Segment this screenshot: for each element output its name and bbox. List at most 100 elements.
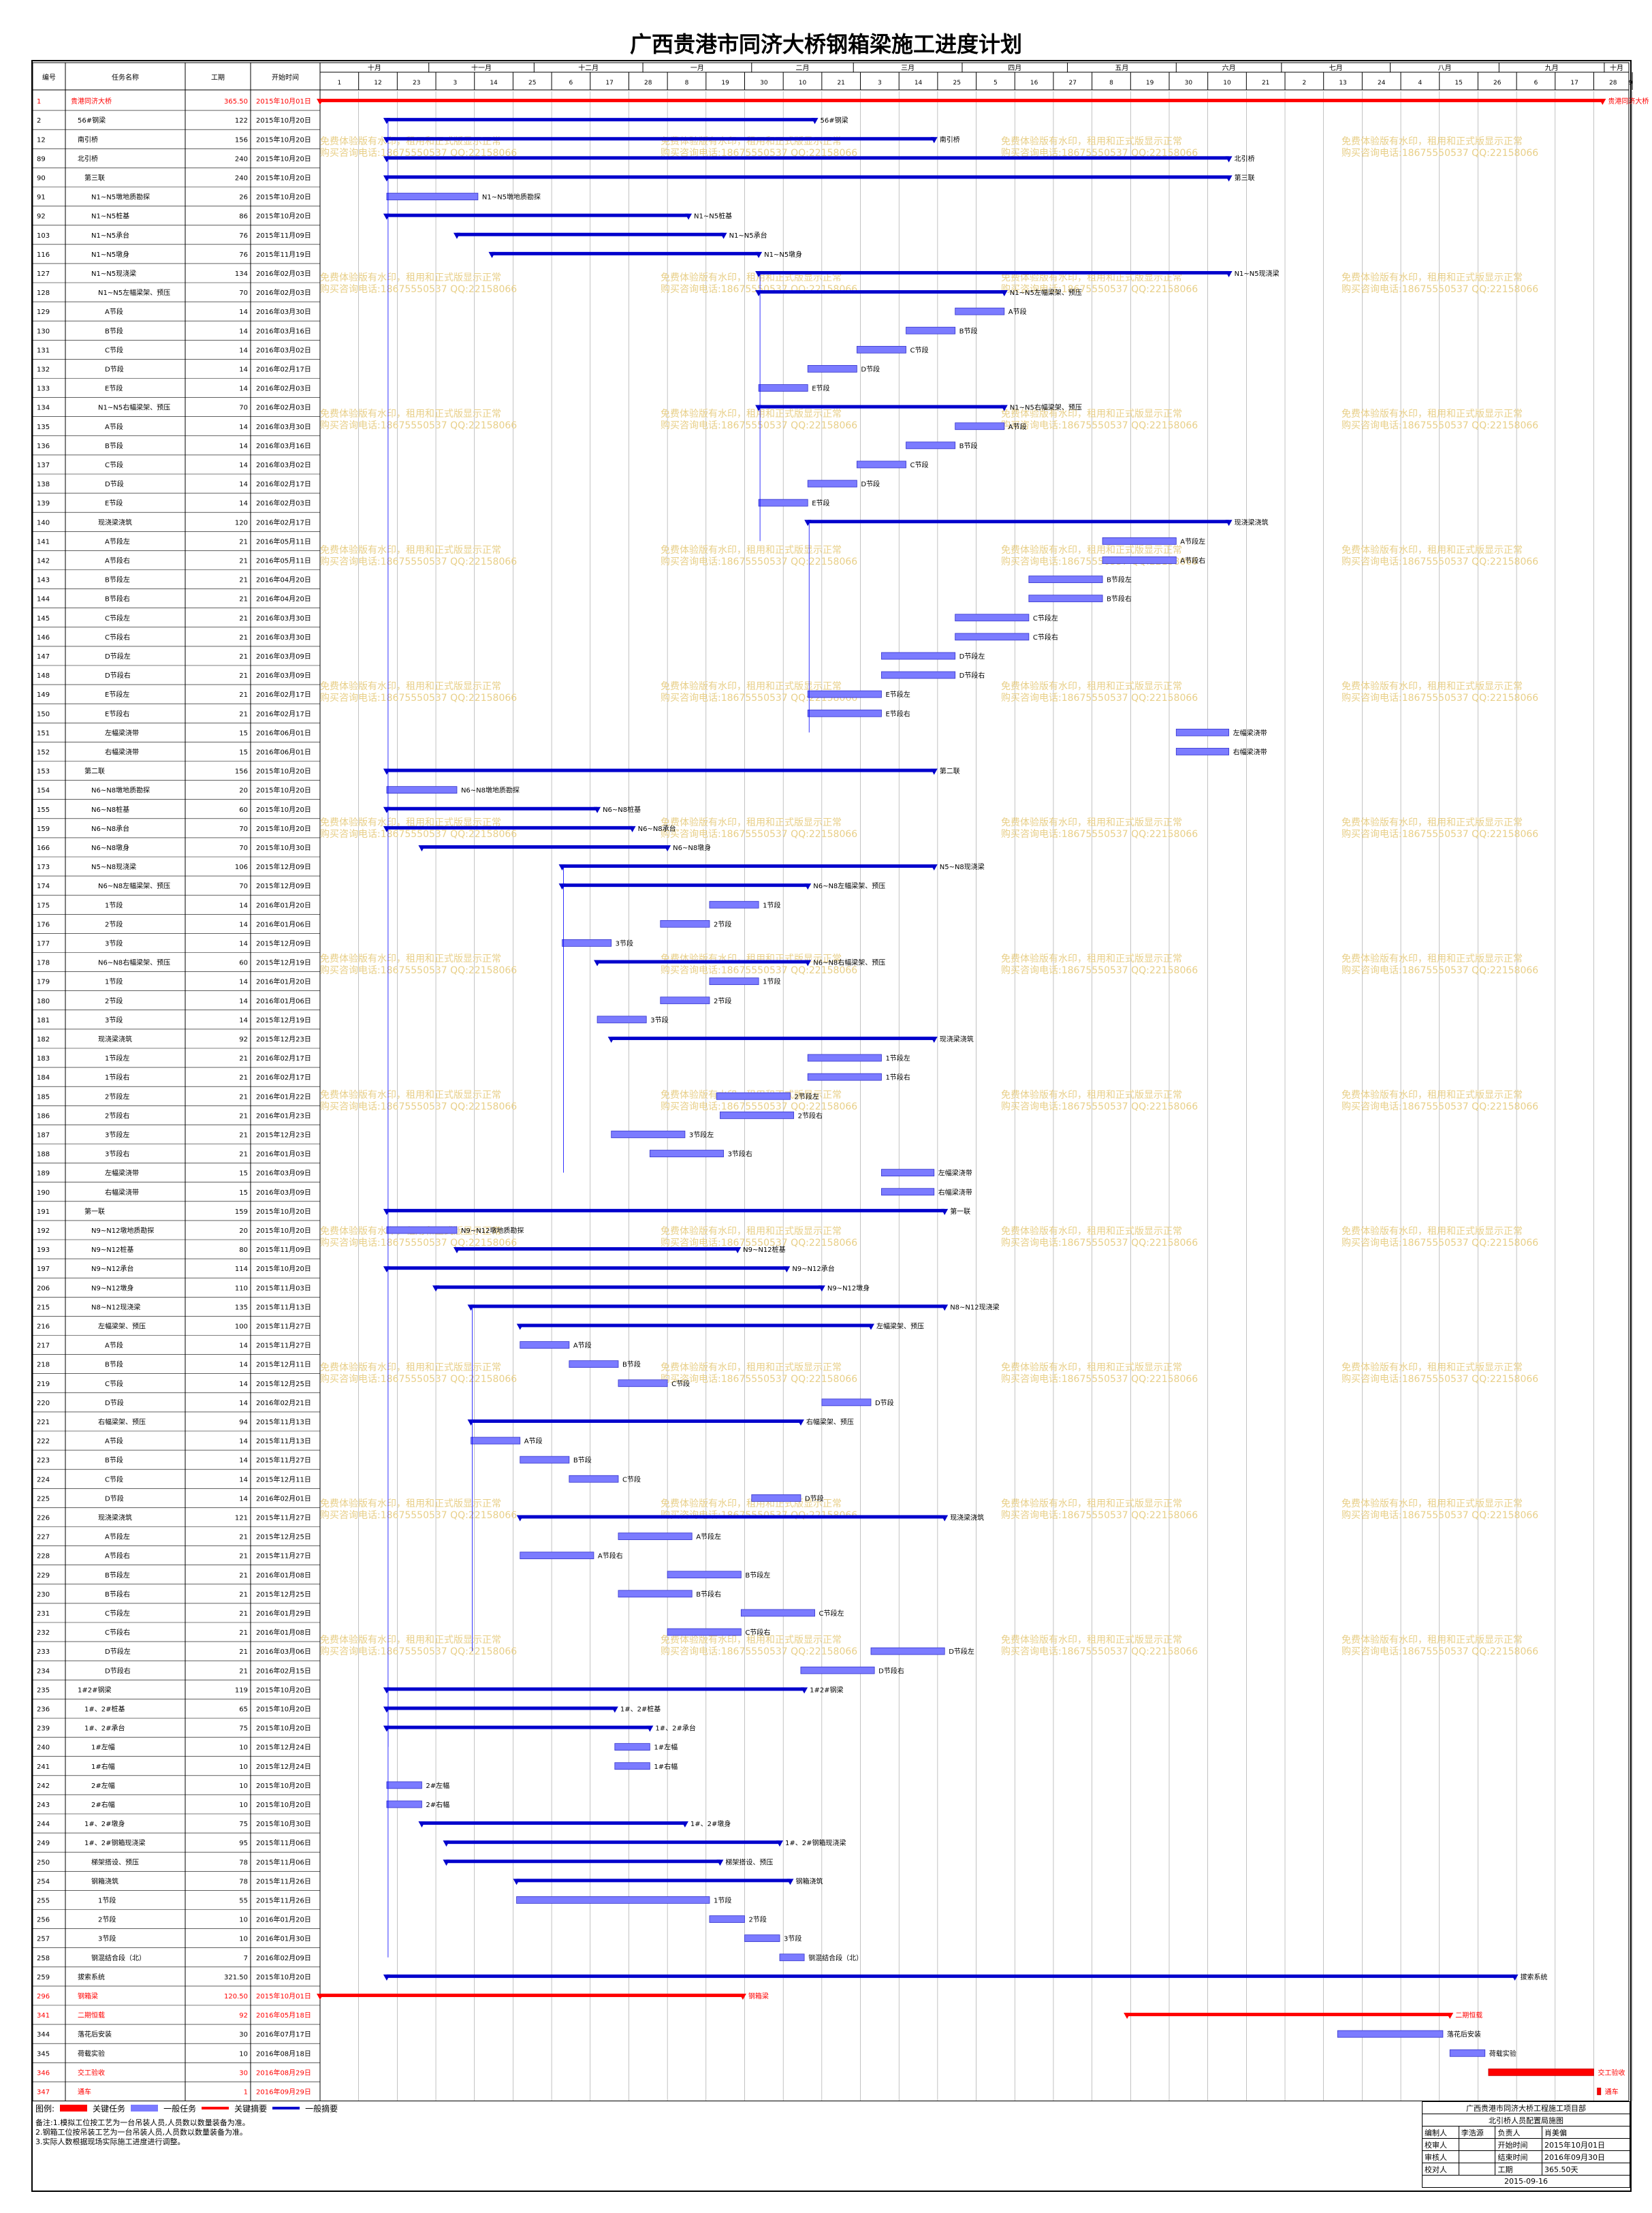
task-name: D节段右 [105, 1666, 131, 1675]
watermark-text: 购买咨询电话:18675550537 QQ:22158066 [1341, 1646, 1538, 1657]
task-bar [1102, 537, 1177, 545]
task-bar-label: 右幅梁浇带 [1233, 747, 1267, 756]
month-label: 二月 [796, 64, 810, 72]
task-name: B节段右 [105, 595, 130, 603]
task-bar-label: A节段 [1008, 422, 1027, 431]
task-bar-label: 第一联 [950, 1207, 970, 1216]
task-bar [709, 1915, 745, 1923]
summary-bar [808, 520, 1229, 524]
summary-start-marker [607, 1036, 615, 1043]
task-duration: 14 [239, 328, 248, 335]
task-id: 197 [37, 1266, 50, 1273]
summary-start-marker [516, 1515, 524, 1522]
watermark-text: 免费体验版有水印，租用和正式版显示正常 [1341, 1226, 1523, 1237]
task-name: 荷载实验 [78, 2049, 105, 2058]
task-bar-label: 钢箱浇筑 [795, 1877, 823, 1885]
task-bar-label: 2#左幅 [426, 1781, 449, 1790]
task-id: 347 [37, 2088, 50, 2096]
summary-bar [446, 1840, 780, 1845]
watermark-text: 购买咨询电话:18675550537 QQ:22158066 [1341, 829, 1538, 840]
summary-start-marker [453, 232, 460, 239]
summary-start-marker [317, 99, 323, 106]
task-start: 2015年10月20日 [256, 1207, 311, 1216]
month-label: 四月 [1008, 64, 1021, 72]
watermark-text: 免费体验版有水印，租用和正式版显示正常 [1341, 409, 1523, 420]
day-label: 19 [721, 80, 729, 87]
header-start: 开始时间 [272, 73, 299, 82]
summary-end-marker [930, 137, 938, 144]
task-id: 179 [37, 979, 50, 986]
task-bar [1102, 556, 1177, 564]
task-bar-label: A节段 [1008, 307, 1027, 316]
day-label: 30 [1185, 80, 1193, 87]
watermark-text: 购买咨询电话:18675550537 QQ:22158066 [1001, 965, 1198, 976]
task-name: C节段 [105, 1379, 123, 1388]
task-duration: 78 [239, 1878, 248, 1885]
task-duration: 120 [235, 519, 248, 527]
watermark-text: 免费体验版有水印，租用和正式版显示正常 [1001, 681, 1182, 692]
task-bar [751, 1494, 801, 1502]
title-block: 广西贵港市同济大桥工程施工项目部 北引桥人员配置局施图 编制人 李浩源 负责人 … [1422, 2101, 1631, 2188]
tb-cell [1458, 2150, 1496, 2163]
summary-end-marker [787, 1879, 794, 1885]
task-start: 2016年03月09日 [256, 1169, 311, 1178]
task-id: 345 [37, 2050, 50, 2058]
day-label: 21 [1262, 80, 1269, 87]
task-name: N5~N8现浇梁 [91, 862, 136, 871]
summary-bar [320, 99, 1603, 103]
task-start: 2016年01月20日 [256, 900, 311, 909]
summary-end-marker [611, 1706, 618, 1713]
watermark-text: 购买咨询电话:18675550537 QQ:22158066 [320, 1374, 517, 1385]
summary-bar [386, 213, 689, 217]
summary-start-marker [755, 405, 763, 411]
task-duration: 156 [235, 136, 248, 144]
task-name: N9~N12桩基 [91, 1245, 133, 1254]
day-label: 15 [1455, 80, 1462, 87]
task-name: 1#、2#钢箱现浇梁 [84, 1838, 145, 1847]
task-name: N1~N5墩地质勘探 [91, 193, 150, 202]
header-duration: 工期 [211, 74, 225, 82]
task-bar-label: 通车 [1605, 2087, 1619, 2096]
task-start: 2015年10月20日 [256, 116, 311, 125]
task-bar-label: 钢箱梁 [748, 1992, 769, 2000]
task-duration: 100 [235, 1323, 248, 1330]
task-bar-label: B节段 [622, 1360, 641, 1369]
watermark-text: 免费体验版有水印，租用和正式版显示正常 [661, 409, 842, 420]
task-name: 右幅梁浇带 [105, 1188, 139, 1197]
task-start: 2016年02月17日 [256, 1054, 311, 1063]
watermark-text: 免费体验版有水印，租用和正式版显示正常 [320, 545, 501, 556]
watermark-text: 免费体验版有水印，租用和正式版显示正常 [320, 954, 501, 964]
task-duration: 21 [239, 1667, 248, 1675]
task-duration: 21 [239, 1151, 248, 1159]
task-start: 2016年01月23日 [256, 1111, 311, 1120]
watermark-text: 购买咨询电话:18675550537 QQ:22158066 [320, 420, 517, 431]
task-name: E节段 [105, 499, 123, 507]
task-id: 193 [37, 1246, 50, 1254]
task-name: N9~N12承台 [91, 1264, 133, 1273]
task-start: 2015年10月20日 [256, 1800, 311, 1809]
task-bar [881, 1188, 935, 1196]
task-bar-label: A节段左 [696, 1533, 721, 1541]
task-id: 178 [37, 960, 50, 967]
tb-cell: 负责人 [1495, 2126, 1542, 2139]
day-label: 4 [1418, 80, 1423, 87]
task-start: 2016年01月29日 [256, 1609, 311, 1618]
summary-bar [386, 768, 934, 772]
day-label: 28 [644, 80, 652, 87]
task-bar [807, 1054, 882, 1062]
watermark-text: 免费体验版有水印，租用和正式版显示正常 [1341, 954, 1523, 964]
task-name: 第二联 [84, 767, 105, 776]
task-duration: 159 [235, 1208, 248, 1216]
task-bar [807, 480, 857, 488]
task-id: 218 [37, 1362, 50, 1369]
task-bar-label: B节段左 [1107, 576, 1132, 584]
task-bar [906, 326, 956, 334]
summary-end-marker [797, 1419, 804, 1426]
watermark-text: 免费体验版有水印，租用和正式版显示正常 [661, 681, 842, 692]
task-start: 2016年02月17日 [256, 1073, 311, 1082]
task-id: 236 [37, 1706, 50, 1713]
task-bar [618, 1590, 693, 1598]
task-duration: 10 [239, 1802, 248, 1809]
task-start: 2015年10月20日 [256, 767, 311, 776]
task-start: 2015年10月20日 [256, 212, 311, 221]
